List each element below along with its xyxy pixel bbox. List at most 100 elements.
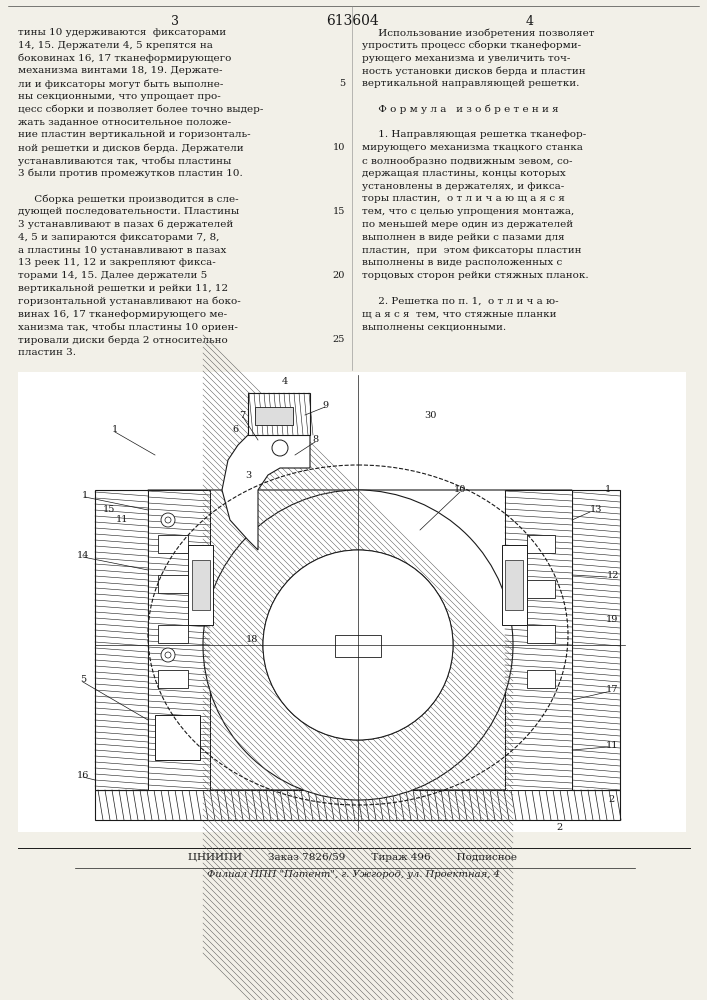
Text: Ф о р м у л а   и з о б р е т е н и я: Ф о р м у л а и з о б р е т е н и я (362, 105, 559, 114)
Bar (572, 490, 620, 790)
Text: 3: 3 (245, 471, 251, 480)
Text: 13: 13 (590, 506, 602, 514)
Text: 20: 20 (332, 271, 345, 280)
Bar (505, 490, 572, 790)
Text: ЦНИИПИ        Заказ 7826/59        Тираж 496        Подписное: ЦНИИПИ Заказ 7826/59 Тираж 496 Подписное (189, 853, 518, 862)
Text: Филиал ППП "Патент", г. Ужгород, ул. Проектная, 4: Филиал ППП "Патент", г. Ужгород, ул. Про… (206, 870, 499, 879)
Text: дующей последовательности. Пластины: дующей последовательности. Пластины (18, 207, 239, 216)
Text: боковинах 16, 17 тканеформирующего: боковинах 16, 17 тканеформирующего (18, 54, 231, 63)
Bar (95, 490, 148, 790)
Text: с волнообразно подвижным зевом, со-: с волнообразно подвижным зевом, со- (362, 156, 573, 165)
Text: вертикальной направляющей решетки.: вертикальной направляющей решетки. (362, 79, 579, 88)
Text: 2. Решетка по п. 1,  о т л и ч а ю-: 2. Решетка по п. 1, о т л и ч а ю- (362, 297, 559, 306)
Text: 19: 19 (606, 615, 619, 624)
Text: устанавливаются так, чтобы пластины: устанавливаются так, чтобы пластины (18, 156, 231, 165)
Text: 3 были против промежутков пластин 10.: 3 были против промежутков пластин 10. (18, 169, 243, 178)
Bar (158, 670, 188, 688)
Bar (527, 670, 555, 688)
Circle shape (161, 513, 175, 527)
Text: 11: 11 (606, 740, 619, 750)
Text: 15: 15 (103, 506, 115, 514)
Bar (527, 580, 555, 598)
Text: 14: 14 (77, 550, 89, 560)
Text: 16: 16 (77, 770, 89, 780)
Polygon shape (148, 490, 572, 790)
Bar (95, 790, 620, 820)
Bar (192, 560, 210, 610)
Text: ли и фиксаторы могут быть выполне-: ли и фиксаторы могут быть выполне- (18, 79, 223, 89)
Text: 613604: 613604 (327, 14, 380, 28)
Text: упростить процесс сборки тканеформи-: упростить процесс сборки тканеформи- (362, 41, 581, 50)
Text: 2: 2 (557, 824, 563, 832)
Text: 4: 4 (282, 377, 288, 386)
Circle shape (263, 550, 453, 740)
Bar (188, 545, 213, 625)
Bar (155, 715, 200, 760)
Text: мирующего механизма ткацкого станка: мирующего механизма ткацкого станка (362, 143, 583, 152)
Bar (148, 490, 210, 790)
Bar (248, 393, 310, 435)
Polygon shape (222, 435, 310, 550)
Bar (505, 560, 523, 610)
Text: 1: 1 (82, 490, 88, 499)
Text: горизонтальной устанавливают на боко-: горизонтальной устанавливают на боко- (18, 297, 241, 306)
Text: 1: 1 (605, 486, 611, 494)
Text: 15: 15 (332, 207, 345, 216)
Text: тем, что с целью упрощения монтажа,: тем, что с целью упрощения монтажа, (362, 207, 574, 216)
Bar (18, 372, 686, 832)
Text: ние пластин вертикальной и горизонталь-: ние пластин вертикальной и горизонталь- (18, 130, 250, 139)
Text: выполнены секционными.: выполнены секционными. (362, 322, 506, 331)
Text: 8: 8 (312, 436, 318, 444)
Bar (158, 535, 188, 553)
Text: ны секционными, что упрощает про-: ны секционными, что упрощает про- (18, 92, 221, 101)
Text: ность установки дисков берда и пластин: ность установки дисков берда и пластин (362, 66, 585, 76)
Text: пластин,  при  этом фиксаторы пластин: пластин, при этом фиксаторы пластин (362, 246, 581, 255)
Circle shape (161, 648, 175, 662)
Text: ханизма так, чтобы пластины 10 ориен-: ханизма так, чтобы пластины 10 ориен- (18, 322, 238, 332)
Text: 11: 11 (115, 516, 128, 524)
Text: по меньшей мере один из держателей: по меньшей мере один из держателей (362, 220, 573, 229)
Text: 1. Направляющая решетка тканефор-: 1. Направляющая решетка тканефор- (362, 130, 586, 139)
Text: 13 реек 11, 12 и закрепляют фикса-: 13 реек 11, 12 и закрепляют фикса- (18, 258, 216, 267)
Text: торцовых сторон рейки стяжных планок.: торцовых сторон рейки стяжных планок. (362, 271, 589, 280)
Text: 18: 18 (246, 636, 258, 645)
Bar (255, 407, 293, 425)
Text: Использование изобретения позволяет: Использование изобретения позволяет (362, 28, 595, 37)
Text: ной решетки и дисков берда. Держатели: ной решетки и дисков берда. Держатели (18, 143, 244, 153)
Text: вертикальной решетки и рейки 11, 12: вертикальной решетки и рейки 11, 12 (18, 284, 228, 293)
Text: 14, 15. Держатели 4, 5 крепятся на: 14, 15. Держатели 4, 5 крепятся на (18, 41, 213, 50)
Circle shape (165, 652, 171, 658)
Text: 4: 4 (526, 15, 534, 28)
Text: держащая пластины, концы которых: держащая пластины, концы которых (362, 169, 566, 178)
Bar (502, 545, 527, 625)
Text: Сборка решетки производится в сле-: Сборка решетки производится в сле- (18, 194, 239, 204)
Text: 10: 10 (454, 486, 466, 494)
Bar (158, 625, 188, 643)
Text: 10: 10 (332, 143, 345, 152)
Text: 30: 30 (423, 410, 436, 420)
Bar (335, 635, 381, 657)
Circle shape (165, 517, 171, 523)
Circle shape (203, 490, 513, 800)
Text: 3 устанавливают в пазах 6 держателей: 3 устанавливают в пазах 6 держателей (18, 220, 233, 229)
Circle shape (263, 550, 453, 740)
Bar (158, 575, 188, 593)
Text: выполнены в виде расположенных с: выполнены в виде расположенных с (362, 258, 562, 267)
Text: 9: 9 (322, 400, 328, 410)
Text: тины 10 удерживаются  фиксаторами: тины 10 удерживаются фиксаторами (18, 28, 226, 37)
Text: щ а я с я  тем, что стяжные планки: щ а я с я тем, что стяжные планки (362, 310, 556, 319)
Bar (527, 625, 555, 643)
Text: механизма винтами 18, 19. Держате-: механизма винтами 18, 19. Держате- (18, 66, 223, 75)
Text: 1: 1 (112, 426, 118, 434)
Text: 2: 2 (608, 796, 614, 804)
Text: 5: 5 (80, 676, 86, 684)
Bar (527, 535, 555, 553)
Text: тировали диски берда 2 относительно: тировали диски берда 2 относительно (18, 335, 228, 345)
Text: 3: 3 (171, 15, 179, 28)
Text: 4, 5 и запираются фиксаторами 7, 8,: 4, 5 и запираются фиксаторами 7, 8, (18, 233, 219, 242)
Text: 17: 17 (606, 686, 619, 694)
Text: 25: 25 (332, 335, 345, 344)
Text: 5: 5 (339, 79, 345, 88)
Circle shape (272, 440, 288, 456)
Text: 6: 6 (232, 426, 238, 434)
